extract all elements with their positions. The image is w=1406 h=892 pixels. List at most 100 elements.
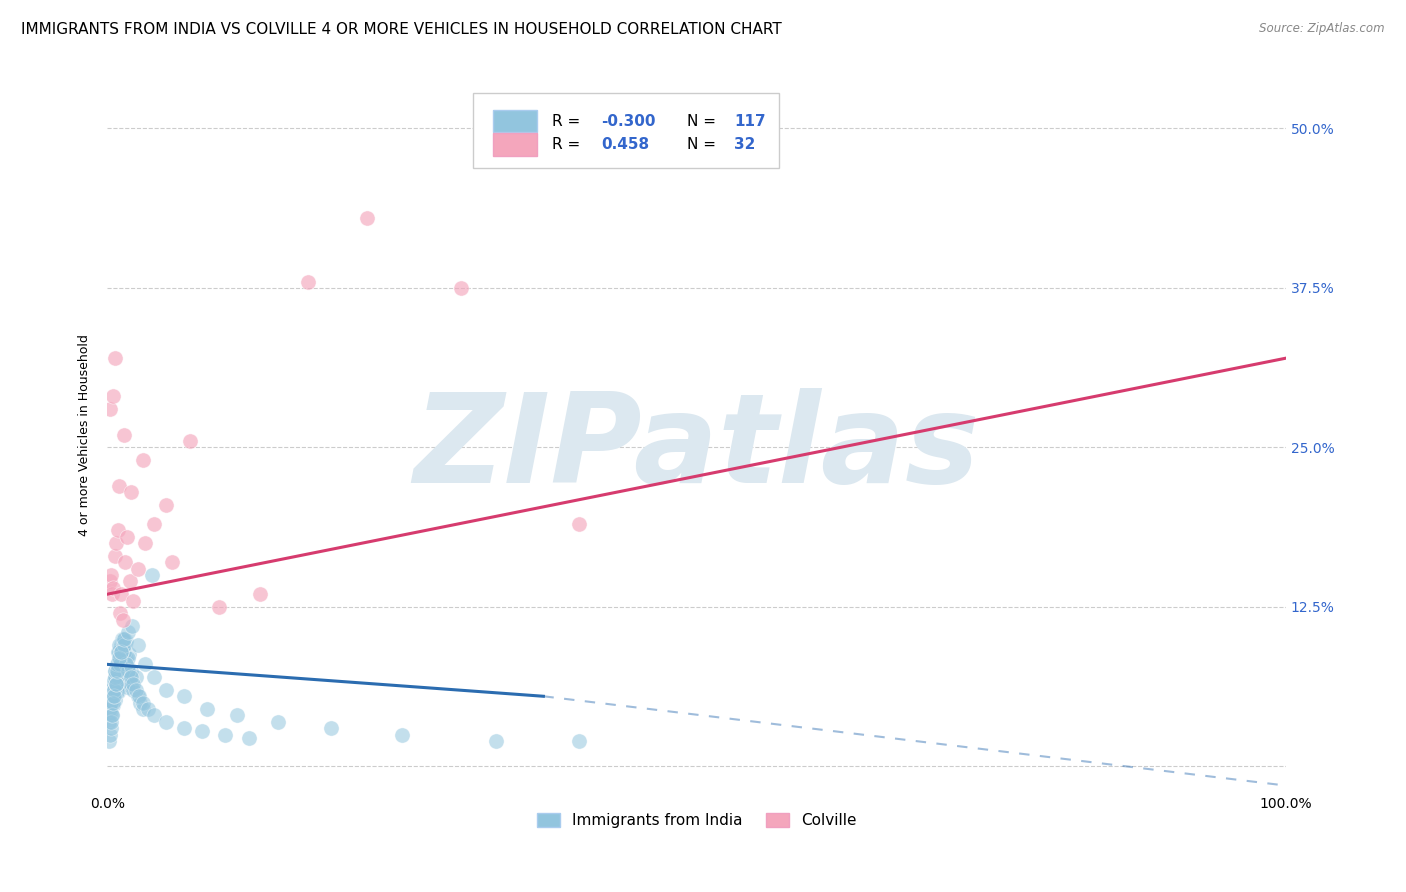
Point [100,568,122,582]
Point [131,702,153,716]
Point [111,673,134,687]
Point [98,702,121,716]
Point [155,498,177,512]
Point [105,676,128,690]
Point [124,670,146,684]
Point [127,690,149,704]
Point [100,696,122,710]
Point [105,676,128,690]
Point [114,669,136,683]
Point [104,549,127,563]
Point [105,685,128,699]
Point [107,685,129,699]
Point [173,690,195,704]
Point [110,645,132,659]
Point [104,676,127,690]
Point [179,434,201,448]
Point [98,574,121,589]
Point [356,211,378,225]
Point [107,524,129,538]
Point [108,660,131,674]
Point [122,676,145,690]
Point [143,670,166,684]
Point [134,536,156,550]
Point [134,657,156,672]
Point [118,664,141,678]
Point [108,651,131,665]
Point [155,714,177,729]
Point [115,657,138,672]
Point [112,427,135,442]
Point [100,682,122,697]
Bar [492,110,537,132]
Point [112,663,135,677]
Text: R =: R = [551,137,589,153]
Point [568,516,591,531]
Point [117,681,139,695]
Point [110,657,132,672]
Point [104,351,127,366]
Point [115,651,138,665]
Point [267,714,290,729]
Point [138,702,160,716]
Point [101,688,124,702]
FancyBboxPatch shape [472,93,779,169]
Point [214,727,236,741]
Point [98,734,121,748]
Point [101,708,124,723]
Point [112,632,135,646]
Point [125,682,148,697]
Point [568,734,591,748]
Text: N =: N = [688,137,721,153]
Point [117,664,139,678]
Point [104,693,127,707]
Point [105,664,128,678]
Point [131,696,153,710]
Point [100,690,122,704]
Point [108,676,131,690]
Text: ZIPatlas: ZIPatlas [413,389,980,509]
Point [98,690,121,704]
Point [155,682,177,697]
Point [104,664,127,678]
Point [108,638,131,652]
Point [225,708,247,723]
Point [104,673,127,687]
Point [107,645,129,659]
Point [100,696,122,710]
Point [112,613,135,627]
Point [101,587,124,601]
Point [107,657,129,672]
Bar [492,133,537,156]
Point [98,714,121,729]
Legend: Immigrants from India, Colville: Immigrants from India, Colville [531,807,862,834]
Text: -0.300: -0.300 [602,113,655,128]
Point [111,632,134,646]
Point [120,670,142,684]
Point [450,281,472,295]
Point [190,723,212,738]
Point [117,651,139,665]
Point [208,599,231,614]
Point [107,670,129,684]
Point [128,690,150,704]
Point [105,536,128,550]
Point [101,685,124,699]
Point [131,453,153,467]
Point [143,516,166,531]
Point [107,679,129,693]
Point [122,593,145,607]
Point [101,698,124,713]
Point [391,727,413,741]
Point [122,682,145,697]
Point [108,657,131,672]
Point [104,664,127,678]
Point [110,645,132,659]
Point [108,479,131,493]
Point [117,625,139,640]
Point [103,581,125,595]
Point [118,647,141,661]
Text: R =: R = [551,113,585,128]
Text: 0.458: 0.458 [602,137,650,153]
Point [103,676,125,690]
